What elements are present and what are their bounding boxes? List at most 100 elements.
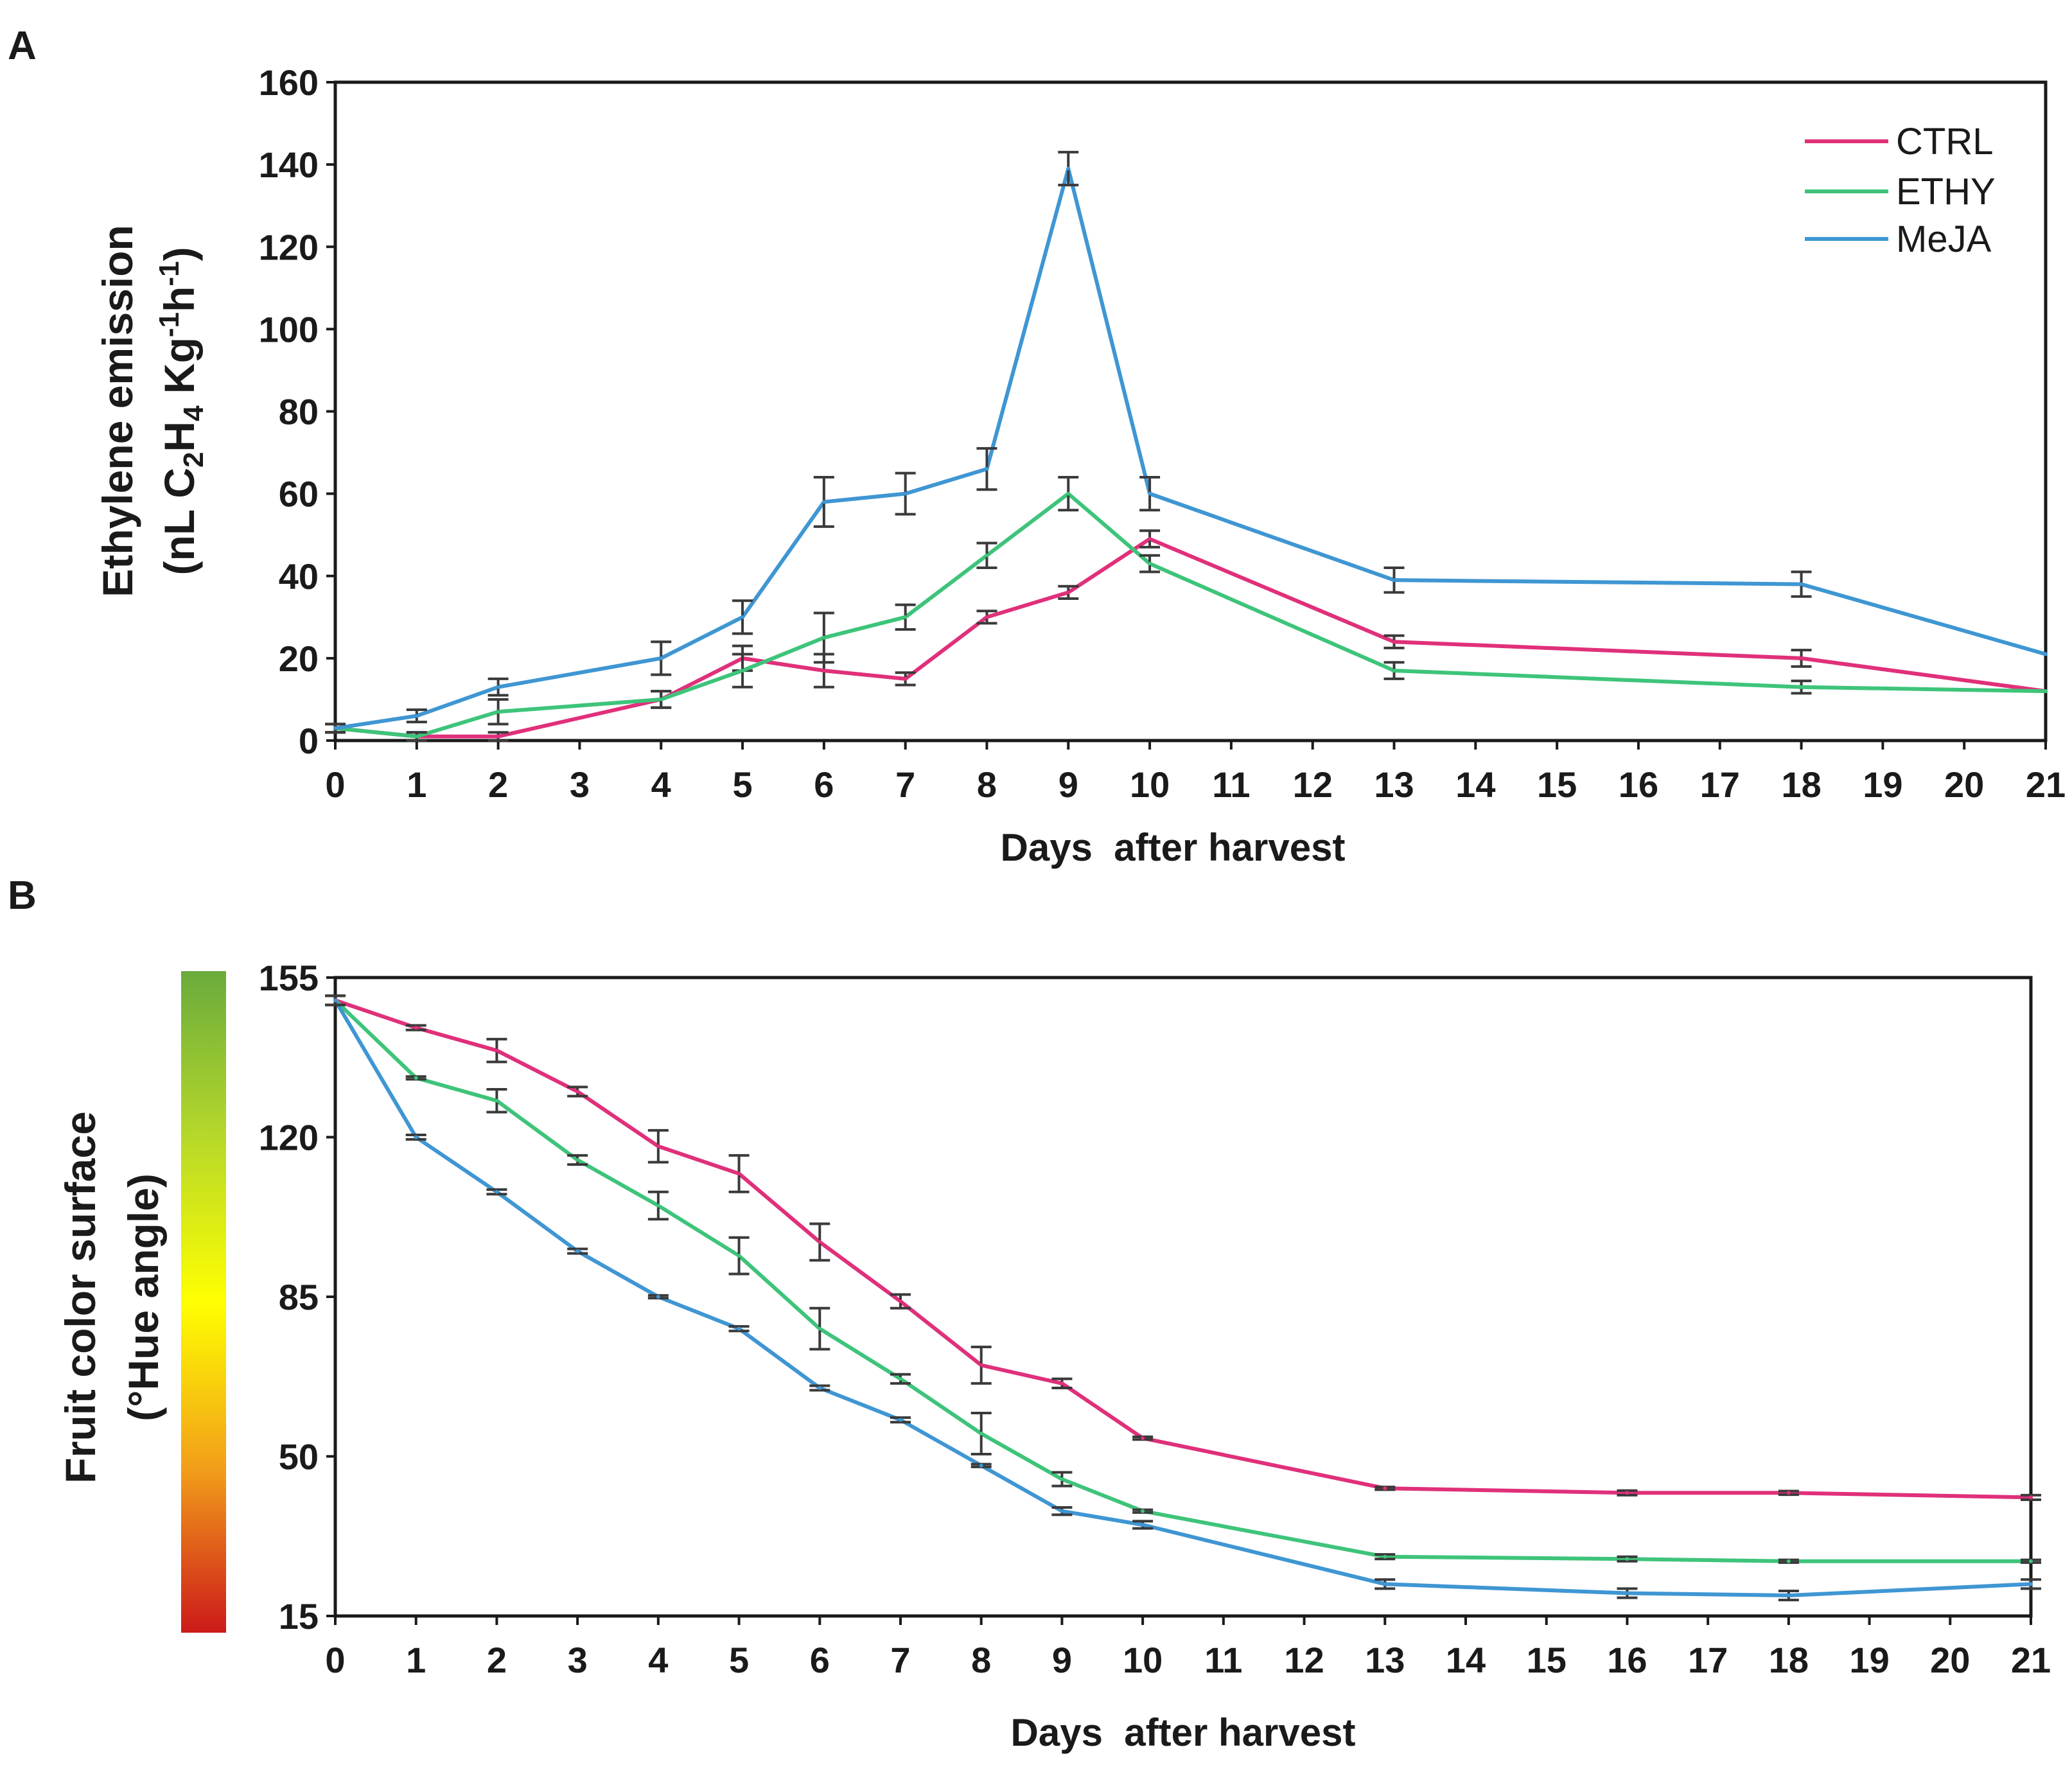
a-point-ethy [903, 615, 908, 619]
b-point-meja [414, 1135, 418, 1139]
b-point-ctrl [737, 1172, 741, 1176]
y-axis-title-b-line2: (°Hue angle) [119, 1173, 167, 1421]
a-x-tick-label: 14 [1455, 764, 1495, 805]
b-y-tick-label: 50 [279, 1437, 319, 1477]
b-point-ethy [414, 1076, 418, 1080]
a-point-ethy [659, 697, 663, 701]
a-x-tick-label: 2 [488, 764, 508, 805]
b-point-meja [1786, 1594, 1791, 1598]
legend-label-meja: MeJA [1896, 218, 1992, 260]
b-point-ethy [979, 1432, 983, 1436]
a-point-meja [496, 685, 500, 689]
a-point-meja [333, 726, 337, 730]
a-point-meja [1066, 166, 1071, 171]
a-point-ethy [496, 710, 500, 714]
a-x-tick-label: 10 [1130, 764, 1170, 805]
y-axis-a: 0 20 40 60 80 100 120 140 160 [259, 62, 335, 761]
b-x-tick-label: 3 [568, 1640, 588, 1680]
a-point-meja [821, 500, 826, 504]
b-point-ctrl [1625, 1491, 1629, 1495]
a-y-tick-label: 20 [279, 638, 319, 679]
b-x-tick-label: 8 [971, 1640, 991, 1680]
series-b [325, 994, 2041, 1602]
b-y-tick-label: 15 [279, 1596, 319, 1637]
a-point-meja [1148, 491, 1152, 496]
y-axis-title-b-line1: Fruit color surface [57, 1111, 104, 1483]
a-series-ethy [325, 476, 2048, 742]
a-x-tick-label: 17 [1700, 764, 1740, 805]
b-point-meja [818, 1386, 822, 1390]
b-point-meja [737, 1326, 741, 1331]
a-line-meja [335, 166, 2046, 730]
b-point-ethy [656, 1204, 660, 1207]
b-line-ethy [333, 999, 2031, 1563]
a-point-ethy [821, 635, 826, 640]
a-point-ctrl [903, 676, 908, 681]
b-point-ctrl [899, 1299, 902, 1304]
a-y-tick-label: 40 [279, 556, 319, 597]
a-x-tick-label: 15 [1537, 764, 1577, 805]
a-point-ethy [985, 553, 989, 558]
b-point-ethy [818, 1326, 822, 1331]
b-point-ctrl [1060, 1381, 1064, 1385]
x-axis-title-b: Days after harvest [1011, 1711, 1356, 1754]
b-x-tick-label: 21 [2011, 1640, 2051, 1680]
b-line-meja [333, 999, 2032, 1598]
b-x-tick-label: 11 [1204, 1640, 1242, 1680]
a-point-ethy [414, 734, 419, 739]
a-series-ctrl [325, 529, 2048, 742]
plot-frame-a [333, 80, 2048, 742]
b-point-ethy [495, 1098, 499, 1103]
b-point-ethy [1060, 1477, 1064, 1481]
b-point-ethy [1786, 1559, 1791, 1563]
b-x-tick-label: 4 [648, 1640, 668, 1680]
b-point-ctrl [2029, 1495, 2033, 1500]
a-x-tick-label: 0 [325, 764, 345, 805]
b-x-tick-label: 19 [1849, 1640, 1889, 1680]
panel-label-b: B [8, 874, 37, 918]
b-x-tick-label: 0 [325, 1640, 345, 1680]
b-x-tick-label: 12 [1284, 1640, 1324, 1680]
legend-label-ethy: ETHY [1896, 171, 1996, 213]
b-point-ethy [1625, 1557, 1629, 1561]
b-y-tick-label: 85 [279, 1277, 319, 1317]
a-point-ethy [1799, 685, 1804, 689]
b-point-meja [656, 1295, 660, 1299]
b-x-tick-label: 16 [1607, 1640, 1647, 1680]
a-point-ethy [2044, 689, 2048, 694]
a-point-ctrl [985, 615, 989, 619]
a-x-tick-label: 20 [1944, 764, 1984, 805]
a-point-ctrl [1148, 537, 1152, 541]
b-line-ctrl [335, 998, 2032, 1500]
a-y-tick-label: 60 [279, 474, 319, 514]
b-x-tick-label: 5 [729, 1640, 749, 1680]
a-point-meja [1392, 578, 1396, 583]
a-x-tick-label: 13 [1374, 764, 1414, 805]
b-point-meja [333, 998, 337, 1003]
colorbar [181, 971, 226, 1633]
a-point-ethy [741, 669, 745, 673]
a-point-meja [903, 491, 908, 496]
legend-item-ctrl: CTRL [1805, 121, 1993, 162]
a-x-tick-label: 11 [1212, 764, 1250, 805]
b-x-tick-label: 13 [1365, 1640, 1405, 1680]
a-point-meja [1799, 582, 1804, 586]
b-point-ctrl [656, 1144, 660, 1148]
a-x-tick-label: 7 [895, 764, 915, 805]
a-point-ethy [1148, 561, 1152, 566]
b-point-ctrl [1141, 1436, 1145, 1441]
a-point-ctrl [1392, 640, 1396, 644]
a-x-tick-label: 8 [977, 764, 997, 805]
a-point-ethy [1066, 491, 1071, 496]
b-point-ethy [2029, 1559, 2033, 1563]
y-axis-b: 15 50 85 120 155 [259, 958, 335, 1637]
a-y-tick-label: 160 [259, 62, 319, 103]
series-a [325, 150, 2048, 742]
a-x-tick-label: 12 [1293, 764, 1333, 805]
a-x-tick-label: 21 [2026, 764, 2066, 805]
a-point-ethy [1392, 669, 1396, 673]
b-x-tick-label: 20 [1930, 1640, 1970, 1680]
